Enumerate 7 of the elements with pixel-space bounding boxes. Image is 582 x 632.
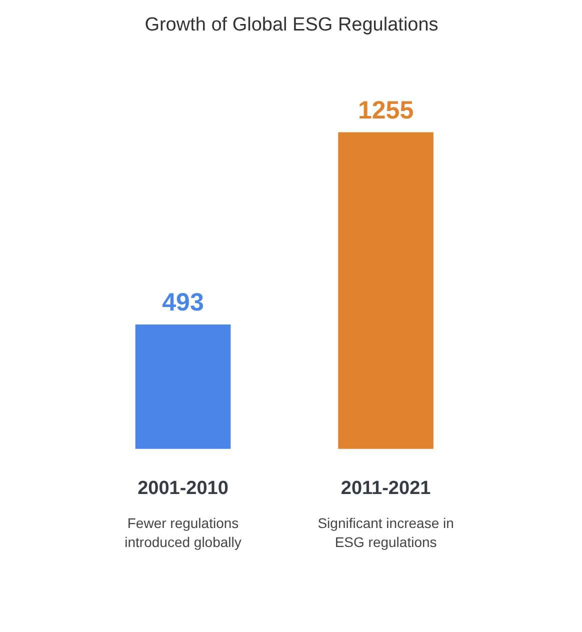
x-tick-label: 2011-2021	[340, 478, 432, 499]
chart-title: Growth of Global ESG Regulations	[144, 14, 438, 36]
x-tick-label: 2001-2010	[138, 478, 228, 499]
data-label: 493	[162, 288, 204, 317]
text: Significant increase in ESG regulations	[318, 514, 454, 550]
data-label: 1255	[358, 96, 414, 124]
text: Fewer regulations introduced globally	[124, 514, 242, 550]
